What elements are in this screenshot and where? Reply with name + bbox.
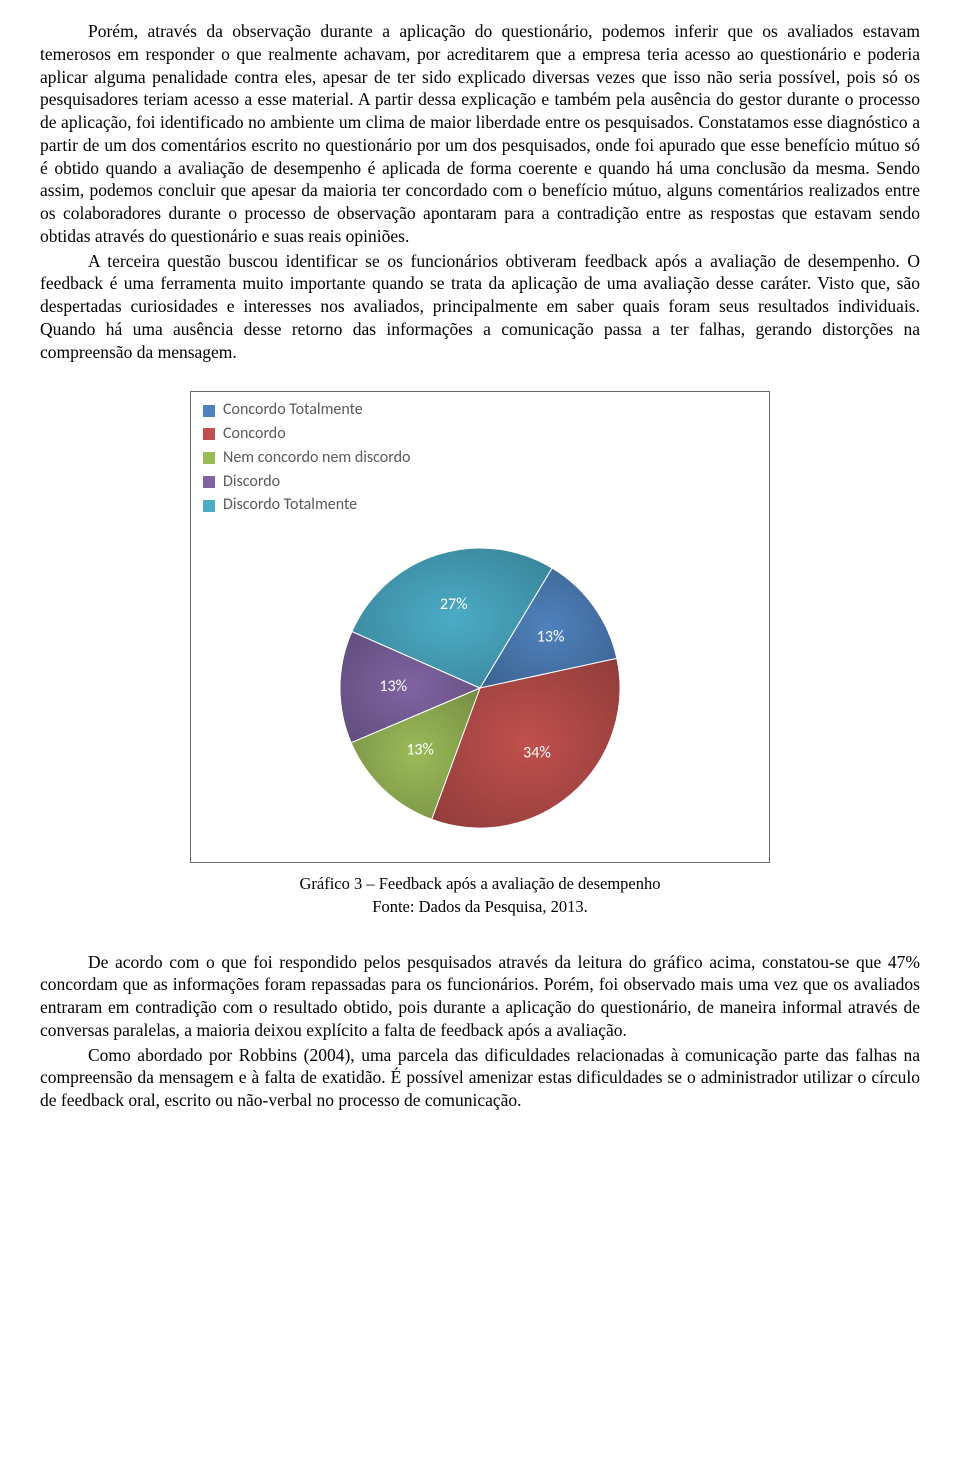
pie-slice-label: 13% [406,741,434,760]
legend-label: Concordo Totalmente [223,400,363,421]
legend-item: Concordo [203,424,757,445]
pie-wrap: 13% 34% 13% 13% 27% [203,528,757,848]
chart-legend: Concordo Totalmente Concordo Nem concordo … [203,400,757,516]
pie-slice-label: 13% [379,677,407,696]
legend-item: Discordo [203,472,757,493]
legend-swatch [203,452,215,464]
pie-slice-label: 27% [440,595,468,614]
paragraph-4: Como abordado por Robbins (2004), uma pa… [40,1044,920,1112]
legend-label: Discordo [223,472,280,493]
legend-item: Concordo Totalmente [203,400,757,421]
legend-swatch [203,405,215,417]
legend-swatch [203,476,215,488]
paragraph-2: A terceira questão buscou identificar se… [40,250,920,364]
legend-item: Discordo Totalmente [203,495,757,516]
legend-label: Concordo [223,424,286,445]
caption-line-2: Fonte: Dados da Pesquisa, 2013. [372,897,587,916]
legend-item: Nem concordo nem discordo [203,448,757,469]
paragraph-1: Porém, através da observação durante a a… [40,20,920,248]
paragraph-3: De acordo com o que foi respondido pelos… [40,951,920,1042]
chart-frame: Concordo Totalmente Concordo Nem concordo … [190,391,770,863]
chart-block: Concordo Totalmente Concordo Nem concordo … [190,391,770,918]
legend-swatch [203,428,215,440]
legend-label: Nem concordo nem discordo [223,448,410,469]
pie-slice-label: 34% [523,744,551,763]
pie-chart: 13% 34% 13% 13% 27% [300,528,660,848]
pie-slice-label: 13% [537,628,565,647]
caption-line-1: Gráfico 3 – Feedback após a avaliação de… [299,874,660,893]
legend-label: Discordo Totalmente [223,495,357,516]
legend-swatch [203,500,215,512]
chart-caption: Gráfico 3 – Feedback após a avaliação de… [190,873,770,918]
